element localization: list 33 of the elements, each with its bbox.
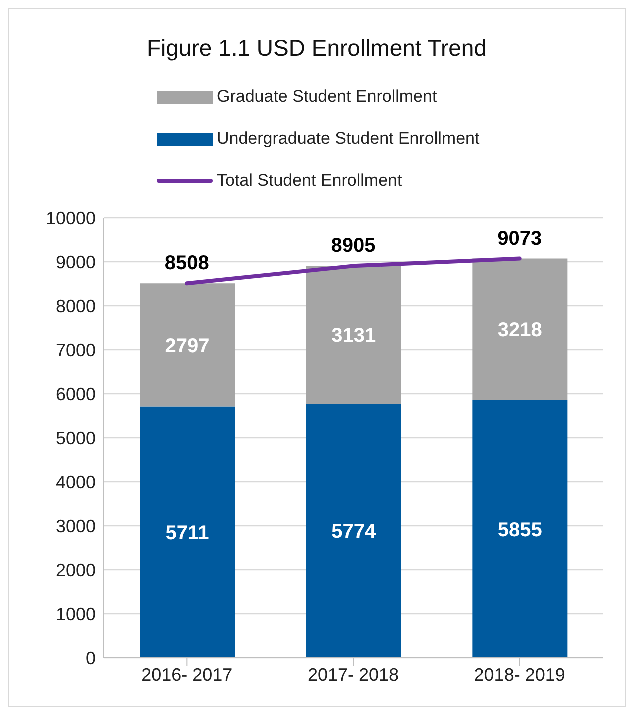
y-tick-label: 6000 [56, 384, 96, 404]
chart-title: Figure 1.1 USD Enrollment Trend [146, 35, 488, 62]
y-tick-label: 7000 [56, 340, 96, 360]
y-tick-label: 0 [86, 648, 96, 668]
y-tick-label: 1000 [56, 604, 96, 624]
x-tick-label: 2018- 2019 [474, 664, 566, 685]
x-tick-label: 2016- 2017 [142, 664, 233, 685]
data-label: 5711 [166, 522, 210, 544]
legend-label: Undergraduate Student Enrollment [217, 129, 480, 149]
data-label: 5855 [498, 519, 542, 542]
bar [472, 400, 568, 658]
y-tick-label: 9000 [56, 252, 96, 272]
bar [306, 404, 402, 658]
y-tick-label: 2000 [56, 560, 96, 580]
data-label: 3218 [498, 320, 542, 342]
bar [306, 266, 402, 404]
y-tick-label: 10000 [46, 208, 96, 228]
legend-label: Total Student Enrollment [217, 171, 402, 191]
data-label: 8905 [331, 235, 376, 258]
x-tick-label: 2017- 2018 [308, 664, 400, 685]
data-label: 2797 [165, 335, 210, 358]
data-label: 9073 [498, 228, 542, 250]
bar [140, 406, 235, 658]
y-tick-label: 8000 [56, 296, 96, 316]
bar [140, 284, 235, 407]
bar [472, 258, 568, 400]
y-tick-label: 4000 [56, 472, 96, 492]
y-tick-label: 5000 [56, 428, 96, 448]
legend-label: Graduate Student Enrollment [217, 87, 438, 107]
data-label: 3131 [332, 325, 376, 348]
data-label: 5774 [332, 521, 377, 544]
data-label: 8508 [164, 252, 210, 275]
y-tick-label: 3000 [56, 516, 96, 536]
